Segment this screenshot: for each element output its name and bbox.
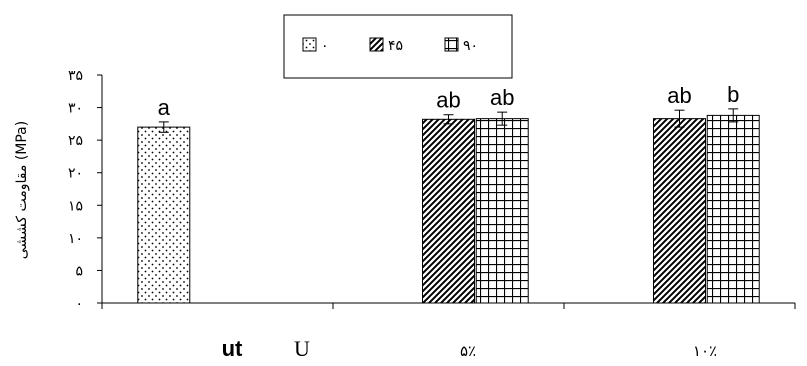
legend-swatch-0: [302, 37, 317, 52]
category-label-2: ۱۰٪: [693, 342, 717, 360]
y-tick-label: ۱۵: [68, 198, 83, 214]
bar: [653, 118, 706, 304]
legend-box: [283, 14, 513, 79]
category-label-0-extra: U: [294, 336, 310, 361]
significance-labels: a ab ab ab b: [158, 82, 740, 120]
bars: [137, 114, 760, 304]
bar: [706, 114, 760, 304]
legend-swatch-2: [444, 37, 459, 52]
y-tick-label: ۳۵: [68, 68, 83, 84]
bar: [137, 126, 191, 304]
y-ticks: ۰ ۵ ۱۰ ۱۵ ۲۰ ۲۵ ۳۰ ۳۵: [68, 68, 102, 312]
significance-label: ab: [490, 85, 514, 110]
y-tick-label: ۵: [75, 263, 83, 279]
significance-label: ab: [436, 88, 460, 113]
significance-label: b: [727, 82, 739, 107]
category-label-0: ut: [222, 336, 243, 361]
y-tick-label: ۲۰: [68, 166, 83, 182]
y-tick-label: ۱۰: [68, 231, 83, 247]
y-tick-label: ۳۰: [68, 101, 83, 117]
legend-label-1: ۴۵: [388, 38, 403, 54]
y-tick-label: ۰: [75, 296, 83, 312]
y-tick-label: ۲۵: [68, 133, 83, 149]
y-axis-label: مقاومت کششی (MPa): [14, 121, 30, 259]
category-label-1: ۵٪: [460, 342, 476, 360]
x-ticks: [101, 303, 796, 309]
legend-swatch-1: [369, 37, 384, 52]
legend-label-0: ۰: [321, 38, 329, 54]
legend: ۰ ۴۵ ۹۰: [283, 14, 513, 79]
error-bars: [158, 108, 739, 133]
bar: [422, 118, 475, 304]
significance-label: a: [158, 95, 171, 120]
legend-label-2: ۹۰: [463, 38, 478, 54]
bar: [475, 118, 529, 304]
significance-label: ab: [667, 83, 691, 108]
